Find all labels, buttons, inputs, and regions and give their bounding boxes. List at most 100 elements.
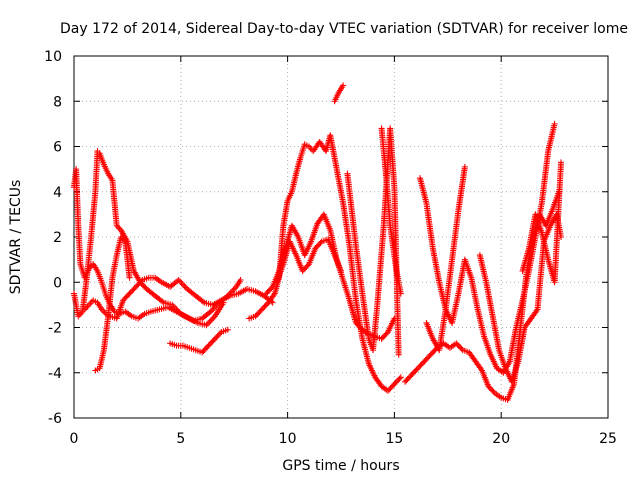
data-point (402, 378, 409, 385)
data-point (206, 309, 213, 316)
data-point (123, 293, 130, 300)
y-tick-label: 0 (53, 275, 62, 291)
chart-title: Day 172 of 2014, Sidereal Day-to-day VTE… (60, 21, 628, 37)
data-point (211, 335, 218, 342)
data-point (121, 295, 128, 302)
data-point (408, 372, 415, 379)
data-point (417, 362, 424, 369)
y-tick-label: 10 (44, 49, 62, 65)
data-point (214, 333, 221, 340)
data-point (403, 377, 410, 384)
data-point (387, 385, 394, 392)
data-point (237, 276, 244, 283)
data-point (485, 383, 492, 390)
data-point (354, 321, 361, 328)
data-point (206, 341, 213, 348)
data-point (125, 291, 132, 298)
data-point (204, 320, 211, 327)
data-point (427, 351, 434, 358)
data-point (136, 279, 143, 286)
data-point (130, 286, 137, 293)
y-tick-labels: -6 -4 -2 0 2 4 6 8 10 (44, 49, 62, 427)
data-point (430, 348, 437, 355)
data-point (428, 350, 435, 357)
data-point (413, 366, 420, 373)
data-point (299, 267, 306, 274)
data-point (131, 285, 138, 292)
data-point (300, 266, 307, 273)
data-point (268, 285, 275, 292)
data-point (418, 361, 425, 368)
data-point (181, 283, 188, 290)
data-point (217, 330, 224, 337)
data-point (489, 387, 496, 394)
data-point (256, 309, 263, 316)
data-point (179, 281, 186, 288)
data-point (454, 341, 461, 348)
data-point (455, 343, 462, 350)
data-point (407, 373, 414, 380)
data-point (558, 159, 565, 166)
x-tick-label: 25 (599, 431, 617, 447)
data-point (205, 342, 212, 349)
data-point (262, 302, 269, 309)
data-point (423, 355, 430, 362)
series-trace-5 (167, 326, 231, 356)
y-tick-label: 4 (53, 185, 62, 201)
data-point (420, 359, 427, 366)
data-point (382, 331, 389, 338)
data-point (207, 317, 214, 324)
data-point (257, 307, 264, 314)
y-tick-label: -6 (48, 411, 62, 427)
x-tick-label: 0 (70, 431, 79, 447)
data-point (414, 365, 421, 372)
data-point (486, 384, 493, 391)
data-point (213, 334, 220, 341)
data-point (379, 334, 386, 341)
data-point (303, 263, 310, 270)
data-point (209, 316, 216, 323)
data-point (352, 319, 359, 326)
data-point (201, 346, 208, 353)
data-point (421, 358, 428, 365)
data-point (255, 310, 262, 317)
data-point (425, 354, 432, 361)
data-point (383, 330, 390, 337)
series-trace-14 (423, 163, 468, 354)
data-point (386, 386, 393, 393)
grid (74, 56, 608, 418)
x-tick-label: 15 (385, 431, 403, 447)
x-tick-label: 5 (176, 431, 185, 447)
y-tick-label: 8 (53, 94, 62, 110)
x-tick-label: 10 (279, 431, 297, 447)
data-point (314, 242, 321, 249)
y-tick-label: -2 (48, 321, 62, 337)
series-trace-9 (331, 82, 347, 105)
data-point (126, 290, 133, 297)
data-point (252, 313, 259, 320)
data-point (390, 382, 397, 389)
data-point (487, 386, 494, 393)
data-point (356, 324, 363, 331)
data-point (317, 239, 324, 246)
data-point (338, 267, 344, 274)
data-point (395, 376, 402, 383)
data-point (199, 298, 206, 305)
data-point (122, 294, 129, 301)
data-point (129, 287, 136, 294)
data-point (210, 337, 217, 344)
data-point (264, 289, 271, 296)
data-point (426, 353, 433, 360)
data-point (392, 379, 399, 386)
data-markers (71, 82, 565, 403)
data-point (127, 289, 134, 296)
data-point (316, 241, 323, 248)
y-tick-label: 6 (53, 140, 62, 156)
data-point (85, 301, 92, 308)
data-point (267, 286, 274, 293)
series-trace-11 (378, 125, 404, 297)
data-point (396, 375, 403, 382)
data-point (411, 369, 418, 376)
data-point (381, 333, 388, 340)
series-trace-4 (92, 234, 133, 374)
